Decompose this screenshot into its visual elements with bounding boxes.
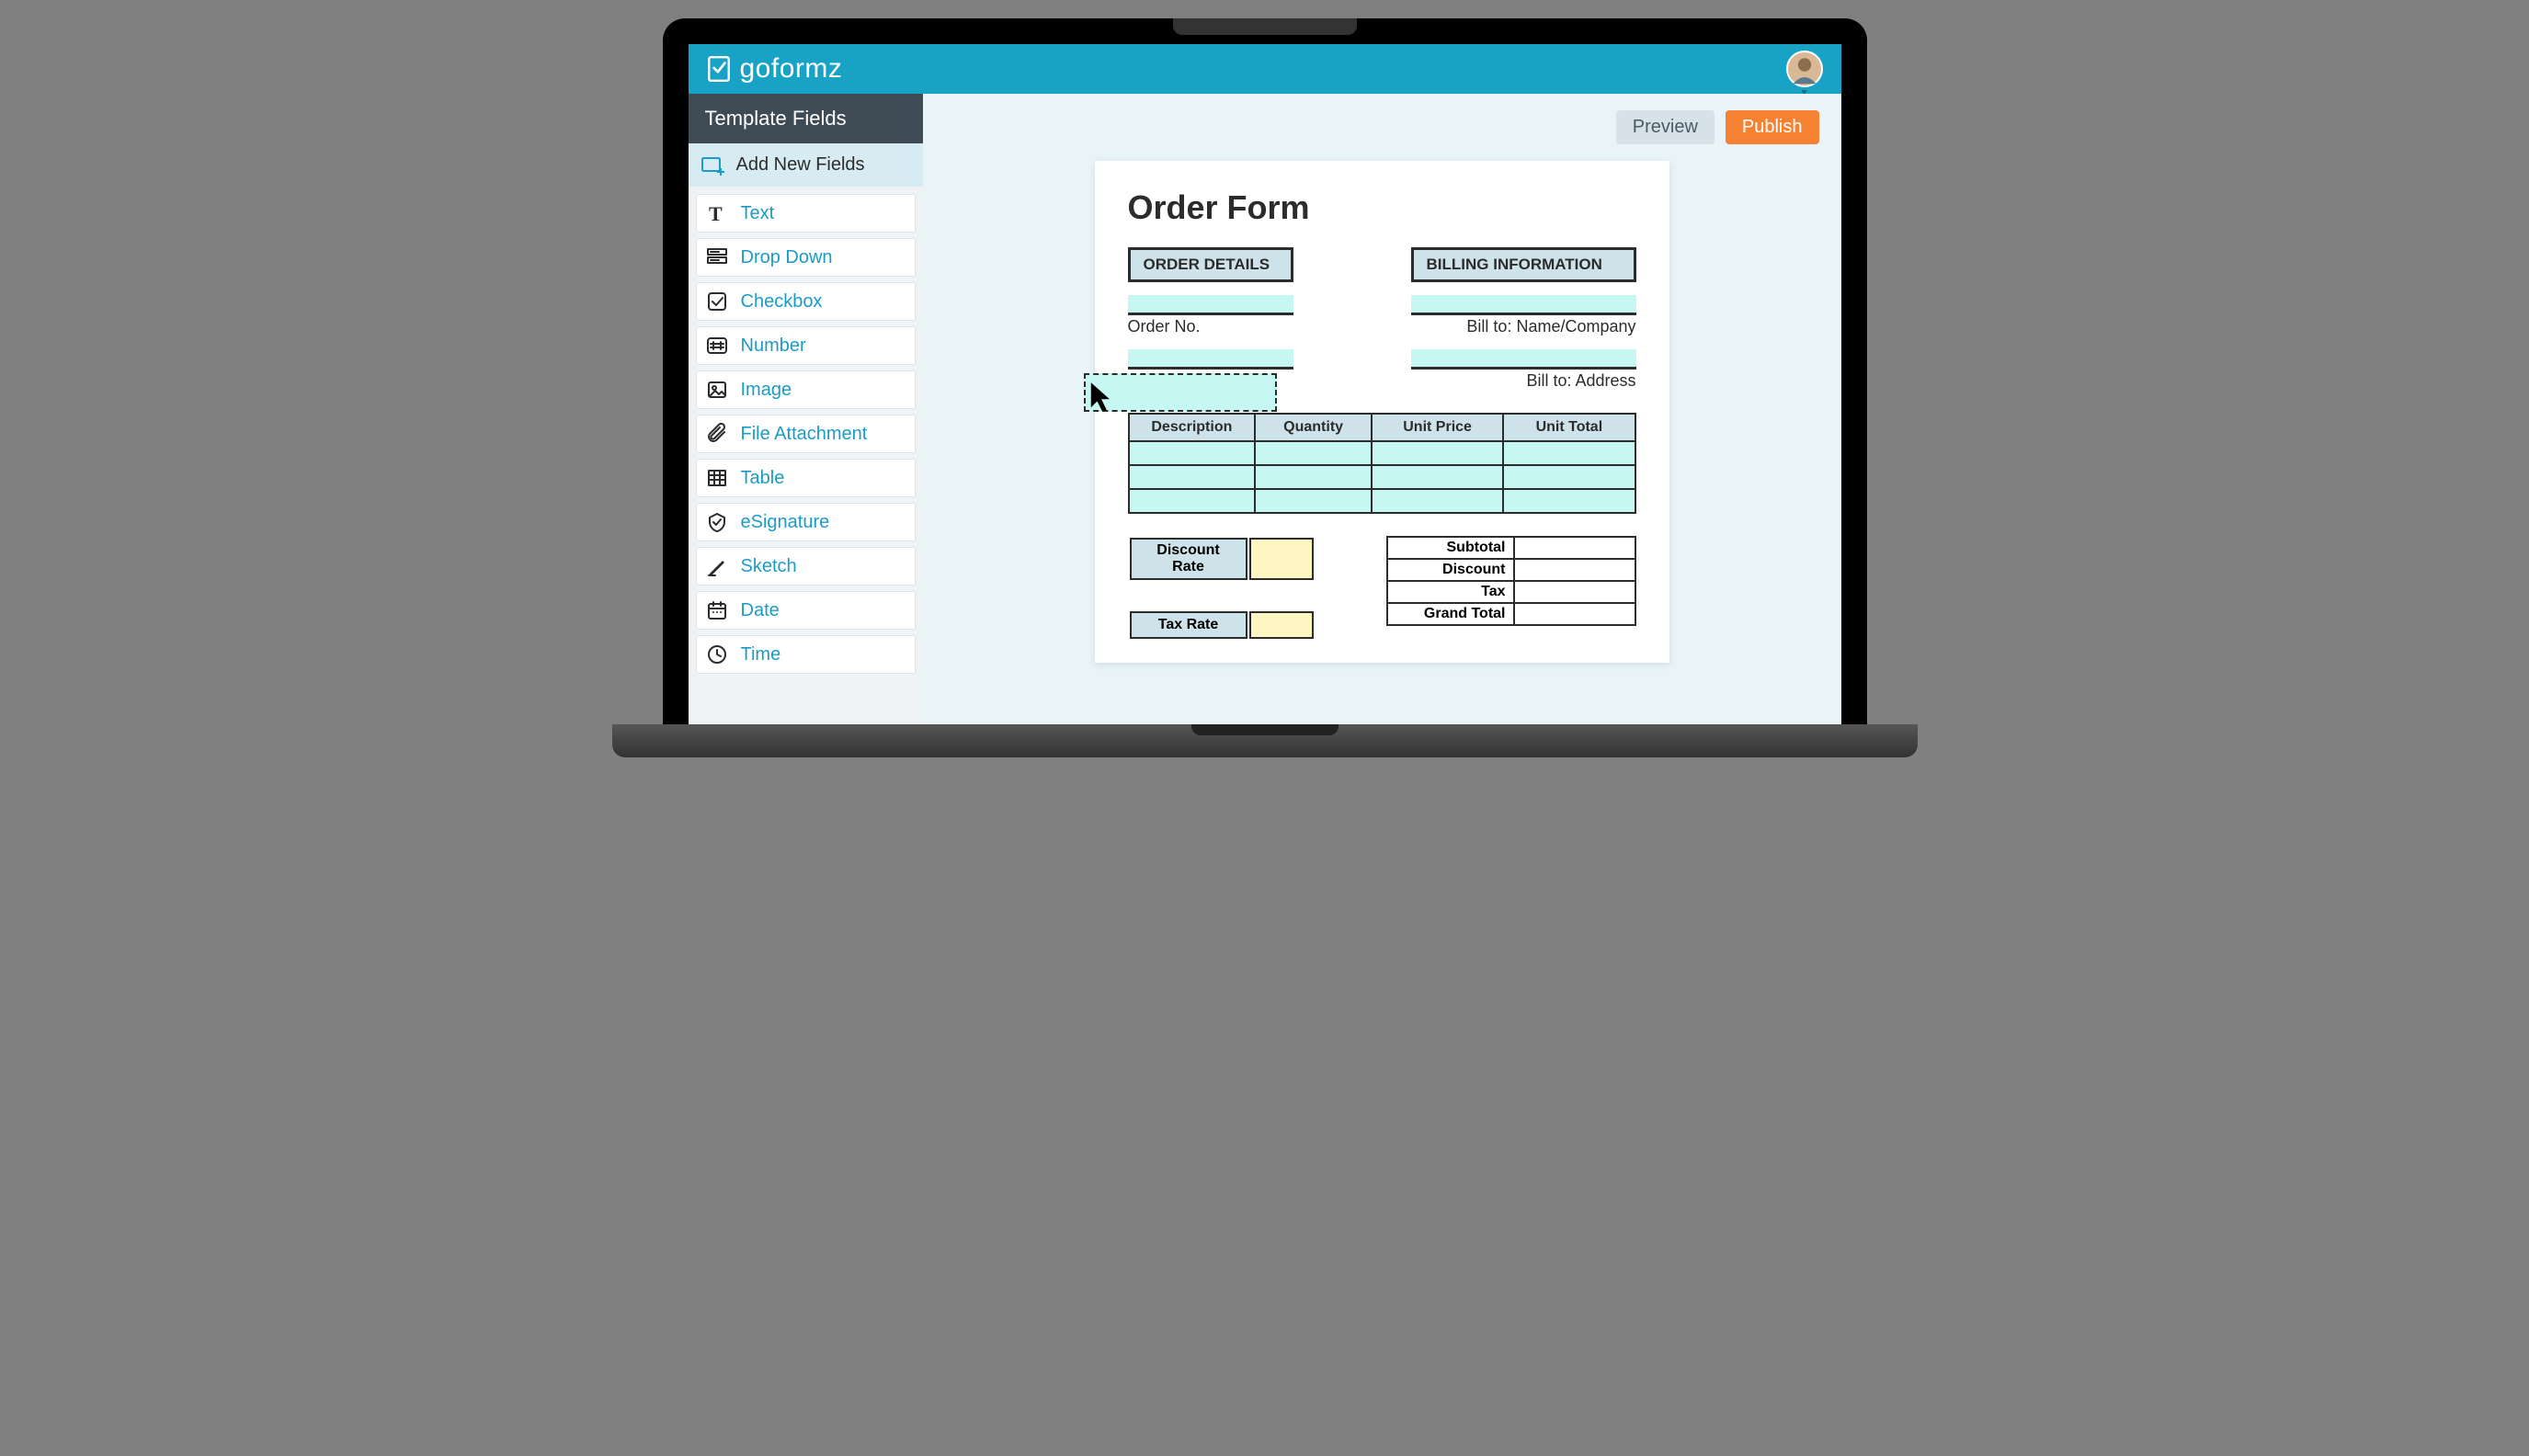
items-cell[interactable]	[1372, 489, 1503, 513]
text-icon: T	[706, 202, 728, 224]
field-item-sketch[interactable]: Sketch	[696, 547, 916, 586]
add-field-icon	[701, 155, 725, 176]
items-cell[interactable]	[1129, 441, 1256, 465]
items-row[interactable]	[1129, 441, 1635, 465]
checkbox-icon	[706, 290, 728, 313]
field-item-date[interactable]: Date	[696, 591, 916, 630]
items-row[interactable]	[1129, 489, 1635, 513]
label-bill-addr: Bill to: Address	[1397, 371, 1636, 391]
items-cell[interactable]	[1372, 465, 1503, 489]
items-cell[interactable]	[1372, 441, 1503, 465]
field-item-image[interactable]: Image	[696, 370, 916, 409]
totals-value-subtotal	[1514, 537, 1635, 559]
field-item-table[interactable]: Table	[696, 459, 916, 497]
preview-button[interactable]: Preview	[1616, 110, 1714, 144]
field-item-label: Time	[741, 644, 781, 665]
items-cell[interactable]	[1503, 489, 1635, 513]
items-cell[interactable]	[1255, 465, 1372, 489]
totals-value-tax	[1514, 581, 1635, 603]
totals-value-discount	[1514, 559, 1635, 581]
sidebar-subheader-label: Add New Fields	[736, 154, 865, 176]
discount-rate-label: Discount Rate	[1130, 538, 1247, 580]
laptop-base	[612, 724, 1918, 757]
date-icon	[706, 599, 728, 621]
logo-icon	[707, 55, 731, 83]
drag-ghost	[1084, 373, 1277, 412]
discount-rate-input[interactable]	[1249, 538, 1314, 580]
number-icon	[706, 335, 728, 357]
items-row[interactable]	[1129, 465, 1635, 489]
label-order-no: Order No.	[1128, 317, 1367, 336]
input-order-no[interactable]	[1128, 295, 1293, 315]
field-item-label: Text	[741, 203, 775, 224]
attachment-icon	[706, 423, 728, 445]
table-icon	[706, 467, 728, 489]
field-item-label: Table	[741, 468, 785, 489]
items-col-quantity: Quantity	[1255, 414, 1372, 441]
totals-label-discount: Discount	[1387, 559, 1514, 581]
field-item-label: eSignature	[741, 512, 830, 533]
avatar[interactable]	[1786, 51, 1823, 87]
items-col-unit-total: Unit Total	[1503, 414, 1635, 441]
totals-label-tax: Tax	[1387, 581, 1514, 603]
form-canvas[interactable]: Order Form ORDER DETAILS BILLING INFORMA…	[1095, 161, 1669, 663]
form-title: Order Form	[1128, 188, 1636, 227]
field-item-label: Checkbox	[741, 291, 823, 313]
totals-value-grand-total	[1514, 603, 1635, 625]
section-order-details: ORDER DETAILS	[1128, 247, 1293, 282]
sidebar-subheader[interactable]: Add New Fields	[689, 143, 923, 187]
publish-button[interactable]: Publish	[1726, 110, 1819, 144]
sidebar-title: Template Fields	[689, 94, 923, 143]
totals-label-grand-total: Grand Total	[1387, 603, 1514, 625]
items-cell[interactable]	[1503, 465, 1635, 489]
field-item-drop-down[interactable]: Drop Down	[696, 238, 916, 277]
field-item-number[interactable]: Number	[696, 326, 916, 365]
field-item-file-attachment[interactable]: File Attachment	[696, 415, 916, 453]
field-item-label: File Attachment	[741, 424, 868, 445]
field-list: T Text Drop Down Checkbox Number Image File At…	[689, 187, 923, 681]
items-cell[interactable]	[1129, 465, 1256, 489]
sketch-icon	[706, 555, 728, 577]
field-item-text[interactable]: T Text	[696, 194, 916, 233]
esignature-icon	[706, 511, 728, 533]
items-cell[interactable]	[1255, 489, 1372, 513]
input-bill-addr[interactable]	[1411, 349, 1636, 370]
totals-table: SubtotalDiscountTaxGrand Total	[1386, 536, 1636, 626]
field-item-label: Sketch	[741, 556, 797, 577]
svg-text:T: T	[709, 202, 723, 224]
top-bar: goformz	[689, 44, 1841, 94]
items-col-unit-price: Unit Price	[1372, 414, 1503, 441]
items-cell[interactable]	[1129, 489, 1256, 513]
field-item-label: Image	[741, 380, 792, 401]
field-item-esignature[interactable]: eSignature	[696, 503, 916, 541]
brand-logo[interactable]: goformz	[707, 53, 843, 85]
field-item-label: Number	[741, 336, 806, 357]
items-table[interactable]: DescriptionQuantityUnit PriceUnit Total	[1128, 413, 1636, 514]
items-col-description: Description	[1129, 414, 1256, 441]
sidebar: Template Fields Add New Fields T Text Drop…	[689, 94, 923, 724]
image-icon	[706, 379, 728, 401]
time-icon	[706, 643, 728, 665]
action-bar: Preview Publish	[945, 110, 1819, 144]
input-order-date[interactable]	[1128, 349, 1293, 370]
section-billing-info: BILLING INFORMATION	[1411, 247, 1636, 282]
rate-table: Discount Rate Tax Rate	[1128, 536, 1316, 641]
main-area: Preview Publish Order Form ORDER DETAILS…	[923, 94, 1841, 724]
dropdown-icon	[706, 246, 728, 268]
app-screen: goformz Template Fields Ad	[689, 44, 1841, 724]
tax-rate-input[interactable]	[1249, 611, 1314, 639]
field-item-label: Date	[741, 600, 780, 621]
totals-label-subtotal: Subtotal	[1387, 537, 1514, 559]
field-item-time[interactable]: Time	[696, 635, 916, 674]
items-cell[interactable]	[1503, 441, 1635, 465]
tax-rate-label: Tax Rate	[1130, 611, 1247, 639]
brand-name: goformz	[740, 53, 843, 85]
label-bill-name: Bill to: Name/Company	[1397, 317, 1636, 336]
input-bill-name[interactable]	[1411, 295, 1636, 315]
items-cell[interactable]	[1255, 441, 1372, 465]
laptop-frame: goformz Template Fields Ad	[663, 18, 1867, 724]
field-item-label: Drop Down	[741, 247, 833, 268]
field-item-checkbox[interactable]: Checkbox	[696, 282, 916, 321]
